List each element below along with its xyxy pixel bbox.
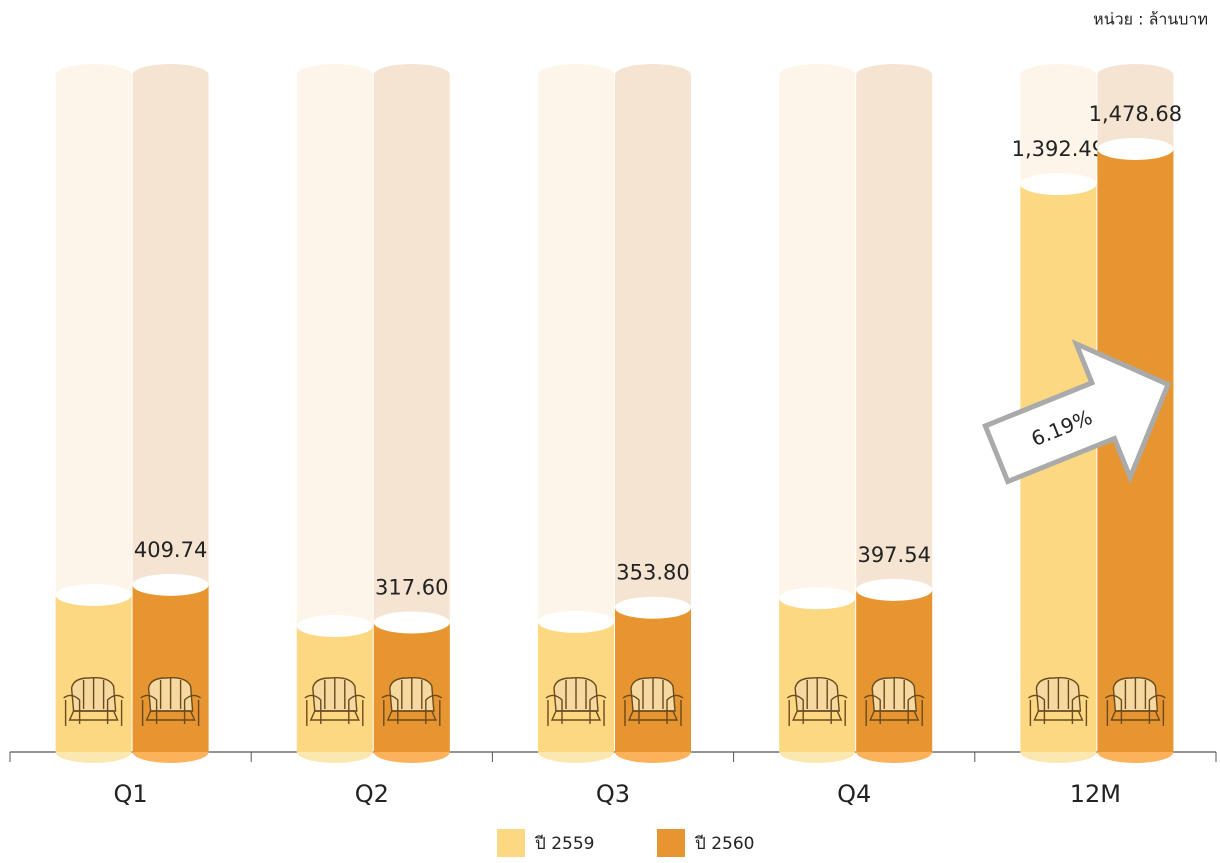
x-tick-label: Q3	[596, 780, 630, 808]
bar-top	[1020, 173, 1097, 196]
chair-icon	[381, 676, 443, 726]
bar	[779, 598, 856, 752]
chair-icon	[863, 676, 925, 726]
bar	[55, 594, 132, 752]
growth-arrow: 6.19%	[982, 339, 1172, 485]
cylinder-bg-top	[615, 64, 691, 86]
chair-icon	[786, 676, 848, 726]
chair-part	[381, 678, 443, 726]
cylinder-bg-top	[856, 64, 933, 86]
arrow-shape	[982, 339, 1172, 485]
chair-icon	[1027, 676, 1089, 726]
chair-part	[1027, 678, 1089, 726]
cylinder-bg-top	[373, 64, 450, 86]
x-tick-label: Q4	[837, 780, 871, 808]
chair-icon	[545, 676, 607, 726]
cylinder-bg-top	[132, 64, 209, 86]
bar-top	[373, 611, 450, 634]
bar	[132, 584, 209, 752]
data-label: 397.54	[857, 543, 930, 567]
data-label: 317.60	[375, 575, 448, 599]
chair-part	[1104, 678, 1166, 726]
data-label: 1,392.49	[1012, 137, 1106, 161]
chair-part	[304, 678, 366, 726]
data-label: 409.74	[134, 538, 207, 562]
bar	[856, 589, 933, 752]
chair-part	[545, 678, 607, 726]
bar-top	[779, 587, 856, 610]
unit-label: หน่วย : ล้านบาท	[1093, 10, 1208, 29]
cylinder-bg-top	[1020, 64, 1097, 86]
chair-part	[63, 678, 125, 726]
chair-icon	[622, 676, 684, 726]
bar-top	[55, 583, 132, 606]
cylinder-bg-top	[1097, 64, 1174, 86]
bar-top	[538, 610, 614, 633]
chair-icon	[304, 676, 366, 726]
legend-label: ปี 2560	[694, 834, 754, 854]
cylinder-bg-top	[296, 64, 373, 86]
chair-part	[140, 678, 202, 726]
chair-part	[622, 678, 684, 726]
data-label: 353.80	[616, 561, 689, 585]
bar-top	[1097, 137, 1174, 160]
x-tick-label: Q1	[114, 780, 148, 808]
chair-part	[863, 678, 925, 726]
x-tick-label: Q2	[355, 780, 389, 808]
chair-icon	[63, 676, 125, 726]
cylinder-bg-top	[779, 64, 856, 86]
cylinder-bg-top	[538, 64, 614, 86]
bar-top	[856, 578, 933, 601]
legend-swatch	[497, 829, 525, 857]
bar-top	[296, 614, 373, 637]
data-label: 1,478.68	[1089, 102, 1183, 126]
cylinder-bg-top	[55, 64, 132, 86]
legend-swatch	[657, 829, 685, 857]
legend-label: ปี 2559	[534, 834, 594, 854]
chair-icon	[140, 676, 202, 726]
bar-top	[132, 573, 209, 596]
chair-icon	[1104, 676, 1166, 726]
chair-part	[786, 678, 848, 726]
bar-top	[615, 596, 691, 619]
x-tick-label: 12M	[1070, 780, 1121, 808]
